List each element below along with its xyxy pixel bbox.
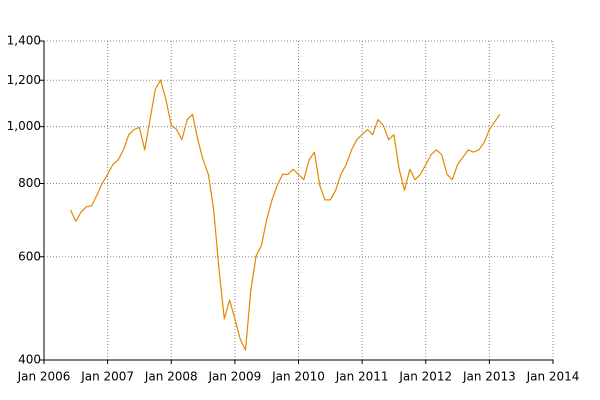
y-tick-label: 400 — [18, 353, 41, 367]
x-tick-label: Jan 2007 — [80, 370, 134, 384]
y-tick-label: 1,400 — [7, 34, 41, 48]
x-tick-label: Jan 2006 — [17, 370, 71, 384]
x-tick-label: Jan 2008 — [144, 370, 198, 384]
x-tick-label: Jan 2011 — [335, 370, 389, 384]
x-tick-label: Jan 2010 — [271, 370, 325, 384]
y-tick-label: 1,200 — [7, 73, 41, 87]
y-tick-label: 600 — [18, 249, 41, 263]
x-tick-label: Jan 2013 — [462, 370, 516, 384]
x-tick-label: Jan 2009 — [207, 370, 261, 384]
x-tick-label: Jan 2014 — [526, 370, 580, 384]
y-tick-label: 1,000 — [7, 119, 41, 133]
x-tick-label: Jan 2012 — [398, 370, 452, 384]
price-line — [69, 79, 501, 351]
y-tick-label: 800 — [18, 176, 41, 190]
